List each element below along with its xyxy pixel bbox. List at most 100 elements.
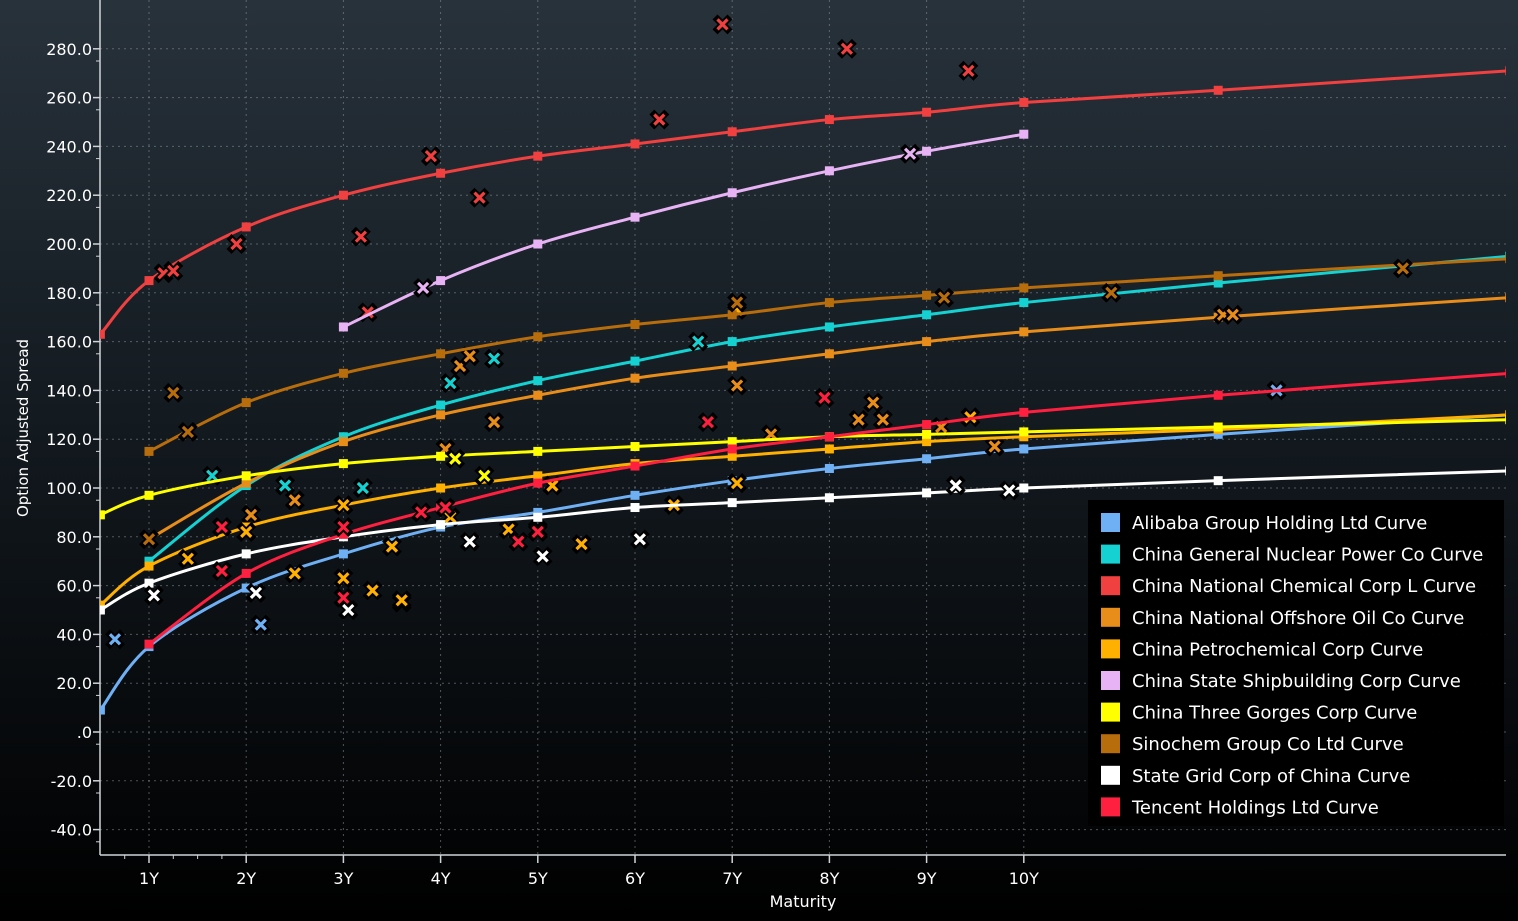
- curve-point: [144, 561, 154, 571]
- bond-point: [211, 561, 232, 581]
- curve-point: [100, 510, 105, 520]
- bond-point: [629, 529, 650, 550]
- curve-point: [338, 529, 348, 539]
- curve-point: [922, 146, 932, 156]
- x-tick-label: 5Y: [528, 869, 548, 888]
- bond-point: [338, 600, 359, 620]
- bond-point: [863, 392, 884, 413]
- x-axis: 1Y 2Y 3Y 4Y 5Y 6Y 7Y 8Y 9Y 10Y: [100, 854, 1506, 888]
- bond-marker: [512, 535, 525, 548]
- bond-point: [284, 490, 305, 511]
- bond-point: [727, 292, 748, 313]
- curve-point: [144, 578, 154, 588]
- y-tick-label: 140.0: [46, 381, 92, 400]
- curve-point: [436, 451, 446, 461]
- bond-marker: [701, 415, 715, 429]
- legend-swatch: [1101, 544, 1120, 564]
- bond-marker: [988, 440, 1001, 453]
- y-axis-title: Option Adjusted Spread: [14, 339, 32, 517]
- bond-marker: [167, 264, 180, 277]
- y-tick-label: 240.0: [46, 137, 92, 156]
- curve-point: [630, 320, 640, 330]
- y-tick-label: 120.0: [46, 430, 92, 449]
- bond-marker: [852, 413, 865, 426]
- bond-marker: [415, 506, 428, 519]
- bond-point: [250, 614, 271, 635]
- curve-point: [1213, 271, 1223, 281]
- curve-point: [824, 493, 834, 503]
- bond-point: [440, 373, 461, 394]
- curve-point: [533, 512, 543, 522]
- series-8: [100, 466, 1506, 620]
- bond-point: [469, 187, 490, 208]
- bond-point: [532, 546, 553, 567]
- bond-point: [712, 14, 733, 35]
- bond-marker: [342, 603, 355, 617]
- curve-point: [1019, 97, 1029, 107]
- bond-marker: [366, 584, 379, 597]
- legend-label: China General Nuclear Power Co Curve: [1132, 545, 1483, 566]
- bond-point: [333, 517, 354, 537]
- curve-point: [922, 488, 932, 498]
- bond-marker: [337, 520, 350, 534]
- bond-point: [411, 502, 432, 523]
- bond-marker: [254, 618, 267, 631]
- bond-marker: [1226, 308, 1239, 321]
- bond-point: [958, 60, 979, 81]
- bond-point: [484, 348, 505, 369]
- curve-point: [1019, 129, 1029, 139]
- bond-point: [1392, 258, 1413, 279]
- curve-point: [338, 459, 348, 469]
- bond-marker: [385, 540, 399, 553]
- legend-swatch: [1101, 797, 1120, 817]
- curve-point: [1213, 422, 1223, 432]
- curve-point: [630, 139, 640, 149]
- x-tick-label: 9Y: [917, 869, 937, 888]
- bond-marker: [463, 535, 476, 548]
- bond-point: [352, 478, 373, 498]
- curve-point: [824, 166, 834, 176]
- curve-point: [144, 556, 154, 566]
- bond-marker: [337, 498, 350, 512]
- legend-label: China National Offshore Oil Co Curve: [1132, 608, 1464, 629]
- y-tick-label: -40.0: [51, 821, 92, 840]
- bond-point: [571, 534, 592, 555]
- bond-marker: [354, 230, 368, 243]
- curve-point: [727, 451, 737, 461]
- curve-point: [1505, 251, 1506, 261]
- bond-marker: [502, 523, 515, 536]
- bond-marker: [536, 550, 549, 563]
- curve-point: [533, 478, 543, 488]
- bond-marker: [463, 350, 476, 363]
- curve-point: [727, 310, 737, 320]
- curve-point: [533, 390, 543, 400]
- bond-point: [177, 421, 198, 442]
- curve-point: [922, 290, 932, 300]
- bond-point: [202, 465, 223, 486]
- legend-swatch: [1101, 702, 1120, 722]
- series-line: [100, 69, 1506, 336]
- curve-point: [144, 446, 154, 456]
- curve-point: [1019, 427, 1029, 437]
- curve-point: [241, 398, 251, 408]
- curve-point: [241, 478, 251, 488]
- y-tick-label: 200.0: [46, 235, 92, 254]
- bond-point: [900, 143, 921, 164]
- y-tick-label: 20.0: [56, 674, 92, 693]
- bond-point: [211, 517, 232, 537]
- bond-point: [727, 375, 748, 396]
- legend-swatch: [1101, 576, 1120, 596]
- legend-label: China National Chemical Corp L Curve: [1132, 576, 1476, 597]
- series-layer: [100, 14, 1506, 715]
- y-tick-label: 60.0: [56, 577, 92, 596]
- bond-marker: [449, 452, 462, 465]
- curve-point: [338, 549, 348, 559]
- bond-marker: [1105, 286, 1118, 299]
- bond-marker: [903, 147, 917, 160]
- bond-marker: [633, 533, 646, 546]
- bond-marker: [962, 64, 975, 77]
- curve-point: [436, 483, 446, 493]
- bond-marker: [215, 564, 229, 578]
- curve-point: [338, 432, 348, 442]
- curve-point: [100, 600, 105, 610]
